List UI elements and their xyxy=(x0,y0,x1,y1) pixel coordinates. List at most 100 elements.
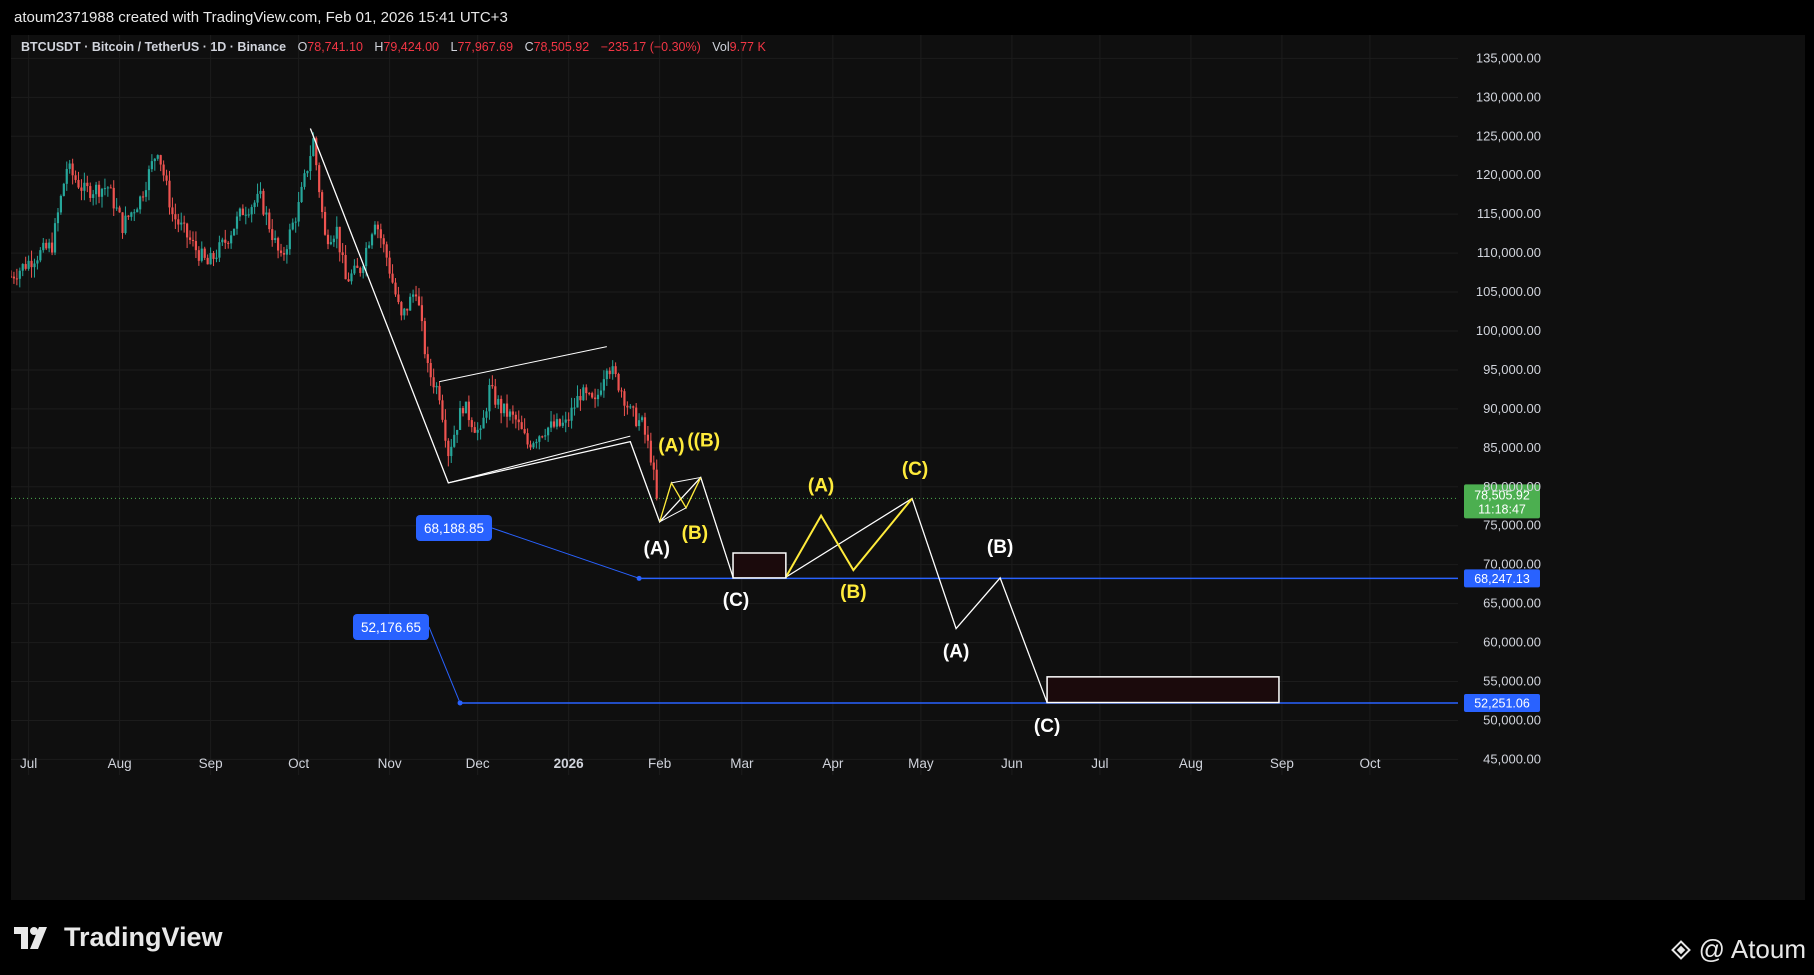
candle-body xyxy=(12,276,16,279)
candle-body xyxy=(271,229,274,241)
drawings xyxy=(309,128,1280,704)
author-name: @ Atoum xyxy=(1698,934,1806,964)
volume-value: 9.77 K xyxy=(730,40,767,54)
candle-body xyxy=(350,273,353,282)
candle-body xyxy=(50,242,54,253)
candle-body xyxy=(388,257,391,274)
candle-body xyxy=(77,179,80,188)
close-value: 78,505.92 xyxy=(534,40,590,54)
candle-body xyxy=(130,212,133,217)
candle-body xyxy=(48,242,51,249)
open-label: O xyxy=(298,40,308,54)
candle-body xyxy=(338,226,341,253)
candle-body xyxy=(608,370,611,375)
wave-label: ((B) xyxy=(687,430,720,451)
candle-body xyxy=(235,216,239,229)
candle-body xyxy=(467,401,470,421)
y-tick-label: 105,000.00 xyxy=(1476,284,1541,299)
candle-body xyxy=(332,238,335,243)
wave-label: (C) xyxy=(723,590,749,611)
candle-body xyxy=(394,282,397,295)
candle-body xyxy=(649,440,652,463)
wave-label: (B) xyxy=(840,582,866,603)
candle-body xyxy=(409,296,412,311)
candle-body xyxy=(517,419,520,423)
y-tick-label: 45,000.00 xyxy=(1483,751,1541,766)
candle-body xyxy=(95,184,98,195)
candle-body xyxy=(391,273,394,283)
candle-body xyxy=(194,241,198,251)
wave-labels: (A) ((B)(B)(A)(C)(A)(B)(C)(B)(A)(C) xyxy=(644,430,1061,737)
candle-body xyxy=(159,155,162,165)
candle-body xyxy=(303,173,306,187)
price-callout-label: 52,176.65 xyxy=(361,620,421,635)
small-zigzag-link xyxy=(671,476,701,484)
target-box xyxy=(732,552,787,579)
candle-body xyxy=(312,138,315,157)
candle-body xyxy=(511,411,515,415)
candle-body xyxy=(623,391,626,406)
candle-body xyxy=(420,305,424,322)
candle-body xyxy=(65,168,68,184)
candle-body xyxy=(429,362,432,378)
candle-body xyxy=(315,138,318,166)
candle-body xyxy=(547,427,550,436)
candle-body xyxy=(121,212,124,234)
x-tick-label: Feb xyxy=(648,756,671,771)
wave-label: (A) xyxy=(658,436,684,457)
candle-body xyxy=(576,396,579,408)
x-tick-label: Oct xyxy=(1359,756,1380,771)
candle-body xyxy=(370,234,374,246)
y-tick-label: 120,000.00 xyxy=(1476,167,1541,182)
wave-label: (A) xyxy=(644,539,670,560)
callout-connector xyxy=(428,626,461,704)
channel-line xyxy=(448,435,631,484)
candle-body xyxy=(92,194,95,198)
candle-body xyxy=(632,406,635,408)
candle-body xyxy=(268,212,271,230)
candle-body xyxy=(403,308,406,316)
candle-body xyxy=(538,436,541,442)
candle-body xyxy=(573,407,576,409)
candle-body xyxy=(652,462,655,470)
candle-body xyxy=(262,190,265,215)
candle-body xyxy=(274,238,277,241)
candle-body xyxy=(241,208,244,216)
candle-body xyxy=(42,242,45,251)
price-callout-label: 68,188.85 xyxy=(424,521,484,536)
candle-body xyxy=(279,250,283,253)
candle-body xyxy=(482,417,485,429)
x-tick-label: Jul xyxy=(1091,756,1108,771)
candle-body xyxy=(406,308,409,311)
y-tick-label: 135,000.00 xyxy=(1476,50,1541,65)
candle-body xyxy=(629,406,632,408)
candle-body xyxy=(485,411,488,418)
chart-svg[interactable]: 78,505.9211:18:4768,188.8568,247.1352,17… xyxy=(11,35,1805,900)
author-watermark: @ Atoum xyxy=(1669,934,1806,965)
candle-body xyxy=(646,434,650,441)
candle-body xyxy=(323,211,327,235)
candle-body xyxy=(232,228,236,236)
candle-body xyxy=(206,257,209,265)
y-tick-label: 130,000.00 xyxy=(1476,89,1541,104)
candle-body xyxy=(36,260,39,264)
y-tick-label: 100,000.00 xyxy=(1476,323,1541,338)
candle-body xyxy=(382,238,385,245)
x-tick-label: Sep xyxy=(199,756,223,771)
last-price-label: 78,505.92 xyxy=(1474,488,1530,502)
candle-body xyxy=(265,212,268,215)
candle-body xyxy=(250,207,253,215)
wave-label: (B) xyxy=(682,523,708,544)
candle-body xyxy=(11,276,13,278)
candle-body xyxy=(514,414,517,420)
chart-panel[interactable]: 78,505.92 11:18:47 68,188.85 68,247.13 52,17… xyxy=(11,35,1805,900)
candle-body xyxy=(297,202,300,222)
candle-body xyxy=(494,386,497,405)
candle-body xyxy=(529,444,532,448)
candle-body xyxy=(294,221,297,223)
candle-body xyxy=(221,239,224,243)
y-tick-label: 75,000.00 xyxy=(1483,518,1541,533)
y-tick-label: 65,000.00 xyxy=(1483,596,1541,611)
candle-body xyxy=(80,187,83,191)
candle-body xyxy=(168,180,171,208)
